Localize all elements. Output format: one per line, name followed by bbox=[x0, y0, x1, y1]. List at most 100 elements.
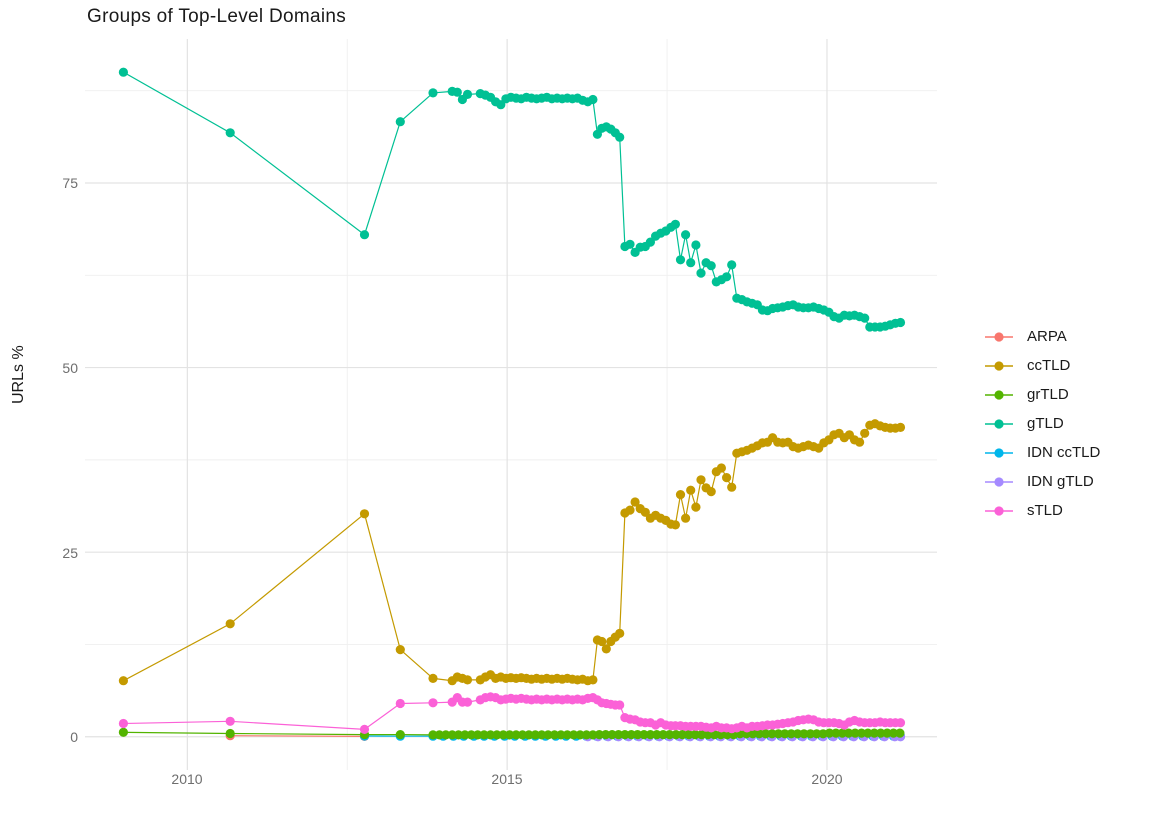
data-point bbox=[601, 644, 611, 654]
series-grTLD bbox=[118, 727, 905, 740]
legend-key-icon bbox=[985, 418, 1013, 429]
y-axis-tick-label: 0 bbox=[70, 729, 78, 745]
data-point bbox=[677, 730, 688, 740]
data-point bbox=[837, 728, 847, 738]
data-point bbox=[793, 729, 803, 739]
data-point bbox=[780, 729, 790, 739]
data-point bbox=[767, 729, 777, 739]
legend-item: IDN gTLD bbox=[984, 467, 1100, 496]
data-point bbox=[856, 728, 867, 738]
data-point bbox=[575, 730, 585, 740]
y-axis-tick-label: 75 bbox=[62, 175, 78, 191]
data-point bbox=[697, 730, 707, 740]
data-point bbox=[428, 673, 438, 684]
data-point bbox=[690, 730, 700, 740]
data-point bbox=[888, 728, 899, 738]
data-point bbox=[675, 255, 686, 265]
data-point bbox=[675, 490, 686, 500]
data-point bbox=[625, 505, 635, 515]
data-point bbox=[681, 230, 691, 240]
data-point bbox=[895, 728, 905, 738]
data-point bbox=[460, 730, 470, 740]
series-line bbox=[230, 735, 365, 738]
data-point bbox=[754, 729, 764, 739]
data-point bbox=[665, 730, 675, 740]
x-axis-tick-label: 2010 bbox=[171, 771, 203, 787]
data-point bbox=[684, 730, 694, 740]
data-point bbox=[225, 716, 235, 726]
data-point bbox=[395, 730, 405, 740]
data-point bbox=[524, 730, 534, 740]
legend-key-icon bbox=[985, 389, 1013, 400]
data-point bbox=[473, 730, 483, 740]
data-point bbox=[824, 728, 835, 738]
data-point bbox=[359, 509, 370, 519]
data-point bbox=[466, 730, 476, 740]
legend-item: gTLD bbox=[984, 409, 1100, 438]
data-point bbox=[645, 237, 656, 247]
data-point bbox=[722, 473, 732, 483]
data-point bbox=[860, 428, 870, 438]
data-point bbox=[727, 260, 737, 270]
data-point bbox=[812, 729, 822, 739]
data-point bbox=[860, 313, 870, 323]
legend-item-label: IDN gTLD bbox=[1027, 473, 1094, 490]
series-gTLD bbox=[118, 67, 906, 332]
data-point bbox=[895, 422, 906, 432]
data-point bbox=[562, 730, 572, 740]
series-sTLD bbox=[118, 692, 906, 735]
data-point bbox=[895, 718, 906, 728]
x-axis-tick-label: 2015 bbox=[491, 771, 523, 787]
data-point bbox=[594, 730, 604, 740]
legend-item-label: sTLD bbox=[1027, 502, 1063, 519]
legend-key-icon bbox=[985, 476, 1013, 487]
data-point bbox=[671, 730, 681, 740]
data-point bbox=[882, 728, 892, 738]
data-point bbox=[613, 730, 624, 740]
data-point bbox=[895, 317, 906, 328]
data-point bbox=[359, 724, 370, 735]
data-point bbox=[581, 730, 592, 740]
data-point bbox=[118, 718, 128, 729]
data-point bbox=[696, 268, 706, 278]
data-point bbox=[462, 675, 473, 685]
data-point bbox=[511, 730, 521, 740]
data-point bbox=[428, 730, 438, 740]
data-point bbox=[588, 94, 598, 105]
data-point bbox=[876, 728, 886, 738]
data-point bbox=[727, 482, 737, 492]
legend-item: ARPA bbox=[984, 322, 1100, 351]
data-point bbox=[434, 730, 444, 740]
data-point bbox=[831, 728, 841, 738]
legend-key-icon bbox=[985, 505, 1013, 516]
data-point bbox=[225, 128, 235, 138]
data-point bbox=[716, 463, 727, 473]
legend-item: grTLD bbox=[984, 380, 1100, 409]
data-point bbox=[799, 729, 809, 739]
data-point bbox=[118, 676, 128, 686]
data-point bbox=[556, 730, 566, 740]
data-point bbox=[681, 513, 691, 523]
legend-key-icon bbox=[985, 331, 1013, 342]
y-axis-title: URLs % bbox=[10, 345, 27, 405]
data-point bbox=[597, 636, 607, 647]
data-point bbox=[658, 730, 668, 740]
data-point bbox=[691, 240, 701, 250]
data-point bbox=[706, 487, 716, 497]
data-point bbox=[517, 730, 528, 740]
data-point bbox=[530, 730, 540, 740]
data-point bbox=[620, 730, 630, 740]
data-point bbox=[428, 698, 438, 708]
legend-item-label: ccTLD bbox=[1027, 357, 1071, 374]
data-point bbox=[453, 730, 464, 740]
data-point bbox=[441, 730, 451, 740]
data-point bbox=[670, 219, 681, 229]
data-point bbox=[805, 729, 816, 739]
data-point bbox=[670, 520, 681, 530]
legend-item: ccTLD bbox=[984, 351, 1100, 380]
data-point bbox=[479, 730, 489, 740]
data-point bbox=[395, 698, 405, 709]
legend-item: sTLD bbox=[984, 496, 1100, 525]
data-point bbox=[773, 729, 784, 739]
